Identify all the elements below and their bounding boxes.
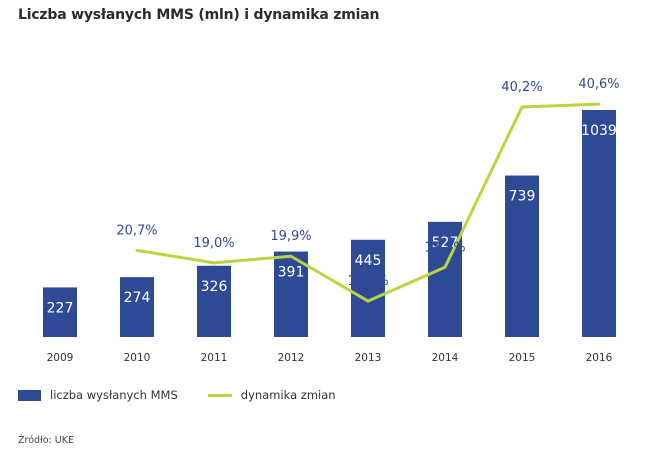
bar-value-label-2014: 527 bbox=[432, 235, 459, 251]
bar-value-label-2012: 391 bbox=[278, 265, 305, 281]
pct-label-2011: 19,0% bbox=[193, 236, 234, 251]
bar-2011 bbox=[197, 265, 231, 337]
x-tick-2012: 2012 bbox=[278, 352, 305, 364]
pct-label-2013: 13,8% bbox=[347, 274, 388, 289]
legend-item-line: dynamika zmian bbox=[207, 388, 336, 402]
pct-label-2010: 20,7% bbox=[116, 223, 157, 238]
pct-label-2016: 40,6% bbox=[578, 77, 619, 92]
x-tick-2013: 2013 bbox=[355, 352, 382, 364]
bar-2013 bbox=[351, 239, 385, 337]
line-group: 20,7% 19,0% 19,9% 13,8% 18,4% 40,2% 40,6% bbox=[116, 77, 620, 303]
x-tick-2015: 2015 bbox=[509, 352, 536, 364]
bar-value-label-2009: 227 bbox=[47, 300, 74, 316]
line-dynamika bbox=[135, 102, 601, 303]
pct-label-2012: 19,9% bbox=[270, 229, 311, 244]
chart-plot: 227 274 326 391 445 527 739 1039 20,7% 19,0% 19,9… bbox=[43, 77, 620, 364]
bar-value-label-2010: 274 bbox=[124, 290, 151, 306]
bars-group: 227 274 326 391 445 527 739 1039 bbox=[43, 109, 617, 337]
legend: liczba wysłanych MMS dynamika zmian bbox=[18, 388, 366, 402]
bar-value-label-2015: 739 bbox=[509, 189, 536, 205]
bar-2012 bbox=[274, 251, 308, 337]
bar-value-label-2013: 445 bbox=[355, 253, 382, 269]
legend-label-line: dynamika zmian bbox=[240, 388, 336, 402]
bar-value-label-2016: 1039 bbox=[581, 123, 617, 139]
legend-swatch-line bbox=[207, 393, 232, 397]
x-tick-2011: 2011 bbox=[201, 352, 228, 364]
bar-value-label-2011: 326 bbox=[201, 279, 228, 295]
bar-2015 bbox=[505, 175, 539, 337]
legend-item-bars: liczba wysłanych MMS bbox=[18, 388, 178, 402]
x-tick-labels: 2009 2010 2011 2012 2013 2014 2015 2016 bbox=[47, 352, 613, 364]
x-tick-2010: 2010 bbox=[124, 352, 151, 364]
x-tick-2016: 2016 bbox=[586, 352, 613, 364]
bar-2016 bbox=[582, 109, 616, 337]
legend-label-bars: liczba wysłanych MMS bbox=[50, 388, 178, 402]
chart-title: Liczba wysłanych MMS (mln) i dynamika zm… bbox=[18, 7, 380, 23]
bar-2010 bbox=[120, 277, 154, 337]
x-tick-2014: 2014 bbox=[432, 352, 459, 364]
pct-label-2014: 18,4% bbox=[424, 240, 465, 255]
legend-swatch-bars bbox=[18, 389, 41, 401]
source-note: Źródło: UKE bbox=[18, 435, 74, 446]
pct-label-2015: 40,2% bbox=[501, 80, 542, 95]
x-tick-2009: 2009 bbox=[47, 352, 74, 364]
bar-2009 bbox=[43, 287, 77, 337]
